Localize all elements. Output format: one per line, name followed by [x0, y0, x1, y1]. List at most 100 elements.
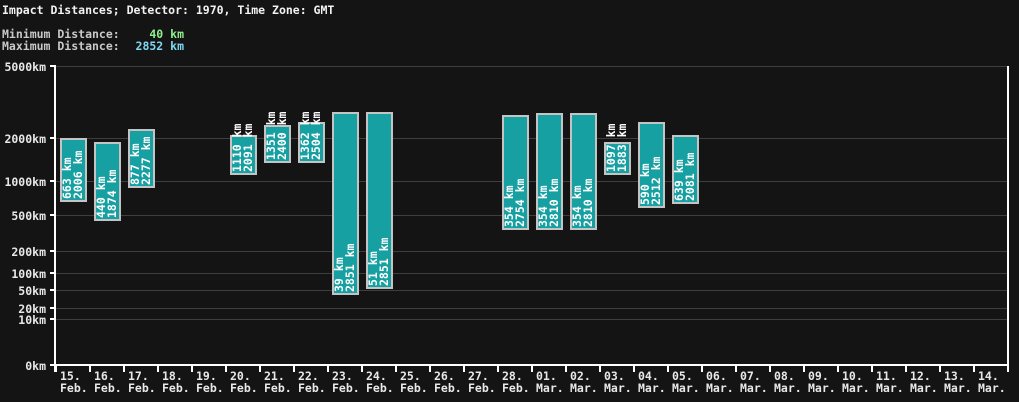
- x-axis-label: 17. Feb.: [128, 369, 156, 395]
- bar-label: 663 km 2006 km: [60, 150, 85, 199]
- x-axis-tick: [225, 365, 227, 372]
- maximum-distance-row: Maximum Distance: 2852 km: [2, 39, 184, 53]
- y-axis: [54, 66, 56, 372]
- x-axis-tick: [633, 365, 635, 372]
- x-axis-tick: [565, 365, 567, 372]
- gridline: [56, 138, 1008, 139]
- x-axis: [56, 364, 1008, 366]
- y-axis-tick: [50, 289, 56, 291]
- x-axis-label: 05. Mar.: [672, 369, 700, 395]
- x-axis-label: 09. Mar.: [808, 369, 836, 395]
- y-axis-tick: [50, 137, 56, 139]
- maximum-distance-value: 2852 km: [135, 39, 184, 53]
- y-axis-tick: [50, 364, 56, 366]
- bar-label: 590 km 2512 km: [638, 156, 663, 205]
- range-bar: [603, 141, 631, 176]
- x-axis-tick: [871, 365, 873, 372]
- y-axis-tick: [50, 250, 56, 252]
- bar-label: 354 km 2810 km: [536, 178, 561, 227]
- x-axis-tick: [429, 365, 431, 372]
- x-axis-label: 07. Mar.: [740, 369, 768, 395]
- bar-label: 1351 km 2400 km: [264, 111, 289, 161]
- bar-label: 51 km 2851 km: [366, 237, 391, 287]
- y-axis-tick: [50, 272, 56, 274]
- range-bar: [263, 125, 291, 164]
- gridline: [56, 215, 1008, 216]
- x-axis-tick: [599, 365, 601, 372]
- gridline: [56, 308, 1008, 309]
- x-axis-tick: [259, 365, 261, 372]
- x-axis-tick: [327, 365, 329, 372]
- x-axis-tick: [123, 365, 125, 372]
- x-axis-tick: [191, 365, 193, 372]
- gridline: [56, 66, 1008, 67]
- gridline: [56, 181, 1008, 182]
- x-axis-label: 15. Feb.: [60, 369, 88, 395]
- x-axis-tick: [905, 365, 907, 372]
- y-axis-label: 1000km: [4, 175, 46, 189]
- y-axis-label: 10km: [18, 313, 46, 327]
- x-axis-tick: [293, 365, 295, 372]
- range-bar: [637, 121, 665, 208]
- y-axis-label: 0km: [25, 359, 46, 373]
- x-axis-label: 19. Feb.: [196, 369, 224, 395]
- bar-label: 1110 km 2091 km: [230, 123, 255, 172]
- y-axis-label: 50km: [18, 284, 46, 298]
- x-axis-tick: [395, 365, 397, 372]
- x-axis-tick: [497, 365, 499, 372]
- x-axis-tick: [939, 365, 941, 372]
- gridline: [56, 290, 1008, 291]
- x-axis-label: 16. Feb.: [94, 369, 122, 395]
- x-axis-label: 13. Mar.: [944, 369, 972, 395]
- x-axis-label: 23. Feb.: [332, 369, 360, 395]
- bar-label: 1362 km 2504 km: [298, 111, 323, 160]
- maximum-distance-label: Maximum Distance:: [2, 39, 120, 53]
- range-bar: [671, 135, 699, 204]
- x-axis-label: 27. Feb.: [468, 369, 496, 395]
- x-axis-tick: [701, 365, 703, 372]
- x-axis-label: 28. Feb.: [502, 369, 530, 395]
- plot-right-border: [1007, 66, 1009, 372]
- x-axis-label: 24. Feb.: [366, 369, 394, 395]
- y-axis-label: 500km: [11, 209, 46, 223]
- x-axis-label: 25. Feb.: [400, 369, 428, 395]
- y-axis-tick: [50, 318, 56, 320]
- x-axis-label: 04. Mar.: [638, 369, 666, 395]
- x-axis-tick: [463, 365, 465, 372]
- page-title: Impact Distances; Detector: 1970, Time Z…: [2, 3, 335, 17]
- x-axis-label: 10. Mar.: [842, 369, 870, 395]
- range-bar: [331, 112, 359, 296]
- y-axis-tick: [50, 214, 56, 216]
- range-bar: [229, 134, 257, 175]
- y-axis-label: 100km: [11, 267, 46, 281]
- range-bar: [127, 128, 155, 188]
- x-axis-tick: [157, 365, 159, 372]
- y-axis-label: 20km: [18, 302, 46, 316]
- range-bar: [569, 113, 597, 230]
- gridline: [56, 273, 1008, 274]
- x-axis-tick: [837, 365, 839, 372]
- gridline: [56, 319, 1008, 320]
- x-axis-label: 12. Mar.: [910, 369, 938, 395]
- x-axis-label: 18. Feb.: [162, 369, 190, 395]
- x-axis-tick: [55, 365, 57, 372]
- x-axis-label: 03. Mar.: [604, 369, 632, 395]
- bar-label: 354 km 2754 km: [502, 178, 527, 227]
- bar-label: 39 km 2851 km: [332, 243, 357, 293]
- minimum-distance-row: Minimum Distance: 40 km: [2, 27, 184, 41]
- gridline: [56, 251, 1008, 252]
- y-axis-tick: [50, 307, 56, 309]
- x-axis-tick: [973, 365, 975, 372]
- x-axis-label: 06. Mar.: [706, 369, 734, 395]
- x-axis-label: 21. Feb.: [264, 369, 292, 395]
- range-bar: [501, 114, 529, 230]
- x-axis-label: 08. Mar.: [774, 369, 802, 395]
- x-axis-label: 02. Mar.: [570, 369, 598, 395]
- bar-label: 354 km 2810 km: [570, 178, 595, 227]
- x-axis-tick: [89, 365, 91, 372]
- range-bar: [297, 122, 325, 163]
- range-bar: [93, 142, 121, 221]
- bar-label: 639 km 2081 km: [672, 152, 697, 201]
